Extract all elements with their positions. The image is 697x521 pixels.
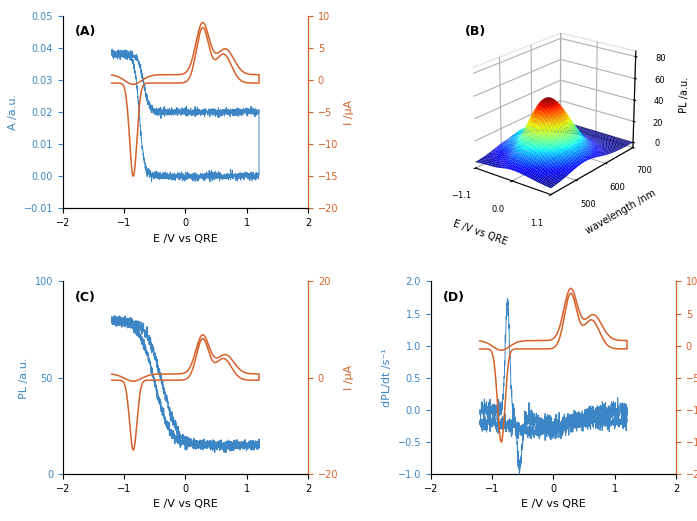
Text: (A): (A) [75, 25, 96, 38]
Y-axis label: I /μA: I /μA [344, 365, 354, 390]
Y-axis label: A /a.u.: A /a.u. [8, 94, 18, 130]
Text: (D): (D) [443, 291, 465, 304]
X-axis label: E /V vs QRE: E /V vs QRE [153, 500, 217, 510]
Y-axis label: PL /a.u.: PL /a.u. [19, 357, 29, 399]
Y-axis label: I /μA: I /μA [344, 100, 354, 125]
Y-axis label: dPL/dt /s⁻¹: dPL/dt /s⁻¹ [382, 349, 392, 407]
Y-axis label: wavelength /nm: wavelength /nm [583, 189, 657, 237]
Text: (B): (B) [465, 25, 486, 38]
X-axis label: E /V vs QRE: E /V vs QRE [452, 219, 509, 247]
X-axis label: E /V vs QRE: E /V vs QRE [153, 233, 217, 243]
Text: (C): (C) [75, 291, 96, 304]
X-axis label: E /V vs QRE: E /V vs QRE [521, 500, 585, 510]
